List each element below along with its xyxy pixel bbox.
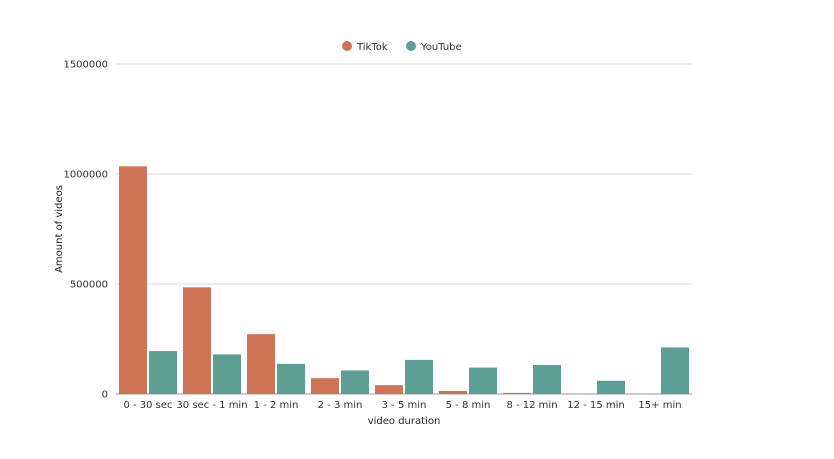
y-tick-label: 1000000 [63, 170, 108, 181]
bar-tiktok-0[interactable] [119, 166, 147, 394]
bar-youtube-8[interactable] [661, 347, 689, 394]
y-tick-label: 500000 [70, 280, 108, 291]
legend-swatch-tiktok [342, 41, 352, 51]
bar-tiktok-2[interactable] [247, 334, 275, 394]
y-axis-ticks: 0 500000 1000000 1500000 [63, 60, 108, 401]
x-tick-label: 15+ min [638, 400, 681, 411]
bars [119, 166, 689, 394]
legend-item-youtube[interactable]: YouTube [406, 41, 462, 53]
bar-youtube-2[interactable] [277, 363, 305, 394]
x-tick-label: 2 - 3 min [318, 400, 363, 411]
bar-youtube-3[interactable] [341, 370, 369, 394]
y-tick-label: 1500000 [63, 60, 108, 71]
bar-youtube-7[interactable] [597, 380, 625, 394]
bar-youtube-0[interactable] [149, 351, 177, 394]
x-tick-label: 12 - 15 min [567, 400, 624, 411]
x-axis-ticks: 0 - 30 sec 30 sec - 1 min 1 - 2 min 2 - 3 m… [123, 400, 681, 411]
legend-swatch-youtube [406, 41, 416, 51]
bar-tiktok-4[interactable] [375, 385, 403, 394]
bar-tiktok-6[interactable] [503, 392, 531, 394]
x-tick-label: 1 - 2 min [254, 400, 299, 411]
x-axis-label: video duration [368, 416, 441, 427]
legend-item-tiktok[interactable]: TikTok [342, 41, 388, 53]
bar-tiktok-5[interactable] [439, 390, 467, 394]
x-tick-label: 5 - 8 min [446, 400, 491, 411]
x-tick-label: 3 - 5 min [382, 400, 427, 411]
x-tick-label: 8 - 12 min [506, 400, 557, 411]
bar-youtube-4[interactable] [405, 359, 433, 394]
x-tick-label: 30 sec - 1 min [176, 400, 247, 411]
legend-label-tiktok: TikTok [356, 42, 388, 53]
legend-label-youtube: YouTube [420, 42, 462, 53]
y-tick-label: 0 [102, 390, 108, 401]
y-axis-label: Amount of videos [54, 185, 65, 273]
bar-tiktok-3[interactable] [311, 378, 339, 394]
bar-youtube-6[interactable] [533, 364, 561, 394]
bar-tiktok-1[interactable] [183, 287, 211, 394]
gridlines [116, 63, 692, 395]
x-tick-label: 0 - 30 sec [123, 400, 172, 411]
bar-youtube-5[interactable] [469, 367, 497, 394]
bar-youtube-1[interactable] [213, 354, 241, 394]
legend: TikTok YouTube [342, 41, 462, 53]
